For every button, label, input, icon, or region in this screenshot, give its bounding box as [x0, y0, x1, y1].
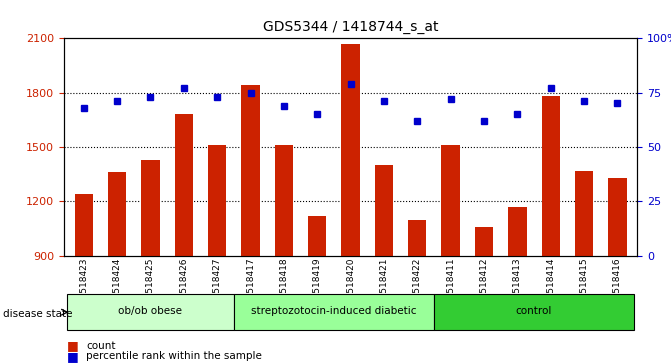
Text: GSM1518414: GSM1518414	[546, 258, 555, 318]
Bar	[475, 227, 493, 256]
Text: GSM1518419: GSM1518419	[313, 258, 321, 318]
Bar	[408, 220, 427, 256]
Text: GSM1518422: GSM1518422	[413, 258, 422, 318]
Text: control: control	[516, 306, 552, 317]
Text: GSM1518426: GSM1518426	[179, 258, 189, 318]
Bar	[234, 294, 434, 330]
Text: GSM1518423: GSM1518423	[79, 258, 89, 318]
Bar	[142, 160, 160, 256]
Bar	[575, 171, 593, 256]
Text: GSM1518427: GSM1518427	[213, 258, 221, 318]
Text: GSM1518415: GSM1518415	[580, 258, 588, 318]
Text: GSM1518411: GSM1518411	[446, 258, 455, 318]
Bar	[442, 145, 460, 256]
Text: streptozotocin-induced diabetic: streptozotocin-induced diabetic	[251, 306, 417, 317]
Text: GSM1518418: GSM1518418	[279, 258, 289, 318]
Text: GSM1518416: GSM1518416	[613, 258, 622, 318]
Text: disease state: disease state	[3, 309, 73, 319]
Bar	[108, 172, 126, 256]
Text: ■: ■	[67, 350, 79, 363]
Text: ob/ob obese: ob/ob obese	[119, 306, 183, 317]
Bar	[308, 216, 326, 256]
Bar	[208, 145, 226, 256]
Bar	[74, 194, 93, 256]
Bar	[434, 294, 634, 330]
Text: GSM1518417: GSM1518417	[246, 258, 255, 318]
Text: GSM1518420: GSM1518420	[346, 258, 355, 318]
Text: GSM1518421: GSM1518421	[380, 258, 389, 318]
Bar	[541, 96, 560, 256]
Text: GSM1518424: GSM1518424	[113, 258, 121, 318]
Bar	[342, 44, 360, 256]
Text: percentile rank within the sample: percentile rank within the sample	[86, 351, 262, 362]
Bar	[375, 165, 393, 256]
Bar	[174, 114, 193, 256]
Text: GSM1518425: GSM1518425	[146, 258, 155, 318]
Text: ■: ■	[67, 339, 79, 352]
Bar	[274, 145, 293, 256]
Bar	[508, 207, 527, 256]
Bar	[609, 178, 627, 256]
Text: GSM1518412: GSM1518412	[480, 258, 488, 318]
Bar	[242, 85, 260, 256]
Text: count: count	[86, 340, 115, 351]
Title: GDS5344 / 1418744_s_at: GDS5344 / 1418744_s_at	[263, 20, 438, 34]
Bar	[67, 294, 234, 330]
Text: GSM1518413: GSM1518413	[513, 258, 522, 318]
